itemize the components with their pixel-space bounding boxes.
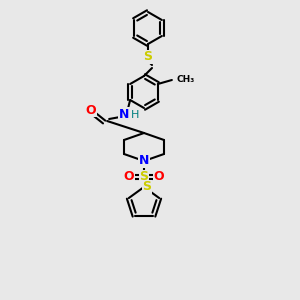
Text: N: N xyxy=(119,107,129,121)
Text: O: O xyxy=(86,103,97,116)
Text: O: O xyxy=(154,170,164,184)
Text: H: H xyxy=(131,110,140,120)
Text: CH₃: CH₃ xyxy=(177,74,195,83)
Text: O: O xyxy=(124,170,134,184)
Text: N: N xyxy=(139,154,149,167)
Text: S: S xyxy=(140,170,148,184)
Text: S: S xyxy=(143,50,152,64)
Text: S: S xyxy=(142,181,152,194)
